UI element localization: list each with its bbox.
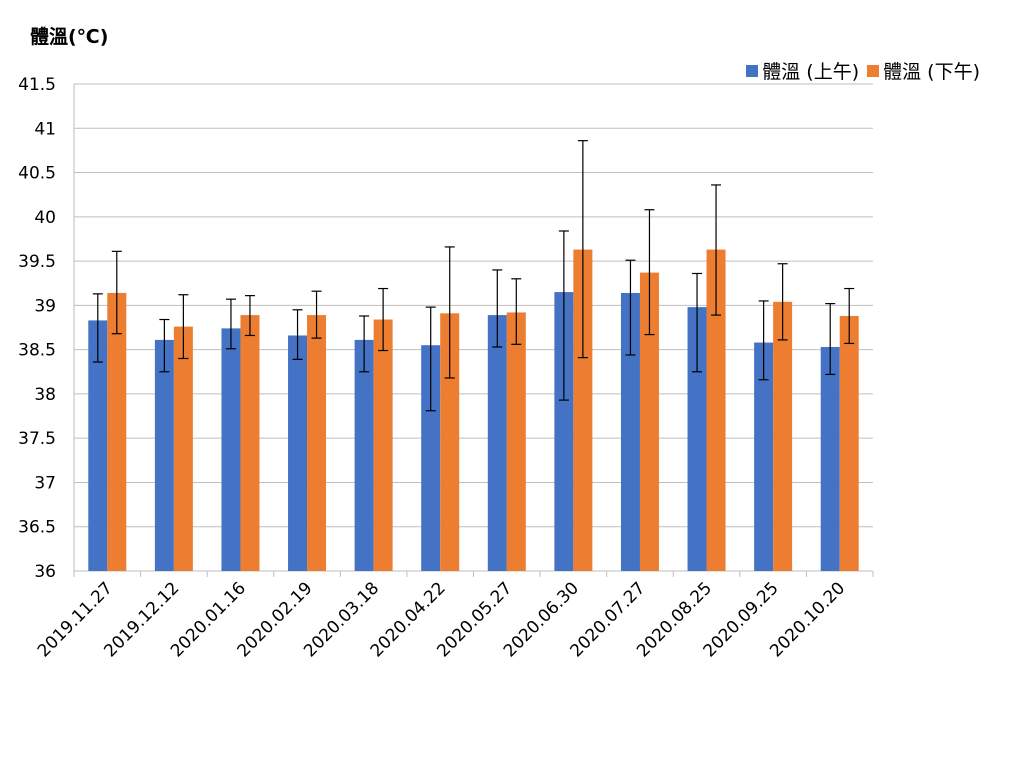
legend-item-am: 體溫 (上午): [746, 57, 859, 84]
y-tick-label: 36: [34, 562, 56, 582]
bar-pm: [706, 249, 726, 571]
y-tick-label: 39: [34, 296, 56, 316]
bar-pm: [639, 272, 659, 571]
y-tick-label: 38: [34, 385, 56, 405]
bar-pm: [373, 319, 393, 571]
y-tick-label: 38.5: [18, 341, 56, 361]
y-tick-label: 36.5: [18, 518, 56, 538]
bar-am: [221, 328, 241, 571]
y-tick-label: 40.5: [18, 164, 56, 184]
y-tick-label: 37: [34, 473, 56, 493]
bar-pm: [107, 292, 127, 571]
bar-am: [421, 345, 441, 571]
bar-am: [288, 335, 308, 571]
bar-am: [354, 339, 374, 571]
y-tick-label: 37.5: [18, 429, 56, 449]
bar-am: [554, 292, 574, 571]
y-tick-label: 41.5: [18, 75, 56, 95]
legend-swatch-pm: [867, 64, 880, 77]
y-tick-label: 41: [34, 119, 56, 139]
bar-am: [820, 346, 840, 571]
bar-pm: [307, 315, 327, 571]
bar-am: [154, 339, 174, 571]
bar-pm: [773, 301, 793, 571]
bar-am: [487, 315, 507, 571]
bar-pm: [506, 312, 526, 571]
bar-am: [687, 307, 707, 571]
y-axis-title: 體溫(℃): [30, 26, 109, 48]
bar-pm: [573, 249, 593, 571]
legend-label-pm: 體溫 (下午): [883, 61, 980, 83]
bar-am: [88, 320, 108, 571]
bar-pm: [240, 315, 260, 571]
bar-pm: [839, 315, 859, 571]
legend-swatch-am: [746, 64, 759, 77]
legend-item-pm: 體溫 (下午): [867, 57, 980, 84]
bar-am: [754, 342, 774, 571]
legend-label-am: 體溫 (上午): [762, 61, 860, 83]
bar-am: [620, 292, 640, 571]
bar-pm: [173, 326, 193, 571]
y-tick-label: 39.5: [18, 252, 56, 272]
y-tick-label: 40: [34, 208, 56, 228]
legend: 體溫 (上午) 體溫 (下午): [746, 57, 980, 84]
